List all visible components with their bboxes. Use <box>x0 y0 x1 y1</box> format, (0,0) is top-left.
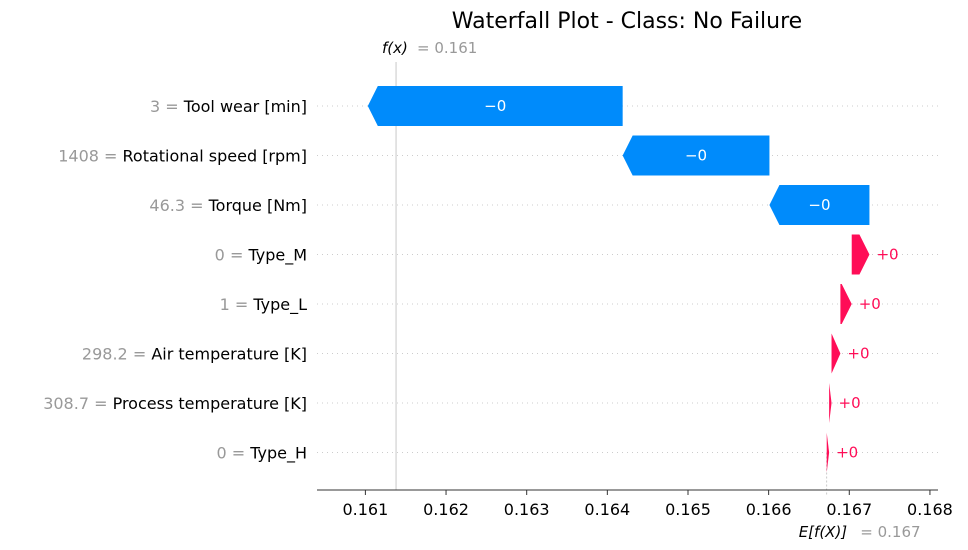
chart-title: Waterfall Plot - Class: No Failure <box>452 9 802 34</box>
feature-value: 298.2 = <box>82 345 151 364</box>
feature-name: Process temperature [K] <box>113 394 307 413</box>
svg-text:f(x) = 0.161: f(x) = 0.161 <box>382 38 477 57</box>
feature-name: Type_H <box>249 444 307 464</box>
x-tick-label: 0.165 <box>665 500 711 519</box>
feature-value: 0 = <box>216 444 250 463</box>
bar-positive <box>840 284 852 324</box>
feature-value: 0 = <box>215 246 249 265</box>
bar-positive <box>829 383 832 423</box>
feature-label: 3 = Tool wear [min] <box>150 97 307 116</box>
feature-label: 308.7 = Process temperature [K] <box>43 394 307 413</box>
feature-labels: 3 = Tool wear [min] 1408 = Rotational spe… <box>43 97 307 464</box>
x-tick-label: 0.167 <box>826 500 872 519</box>
reference-lines <box>395 62 828 496</box>
feature-name: Type_M <box>247 246 307 266</box>
feature-label: 46.3 = Torque [Nm] <box>149 196 307 215</box>
bar-positive <box>826 432 830 473</box>
bar-value-label: +0 <box>839 394 861 412</box>
x-axis: 0.161 0.162 0.163 0.164 0.165 0.166 0.167 0.168 <box>317 489 953 519</box>
bar-positive <box>851 234 870 275</box>
feature-value: 1 = <box>220 295 254 314</box>
x-tick-label: 0.162 <box>423 500 469 519</box>
bar-negative <box>622 135 770 176</box>
fx-annotation: f(x) = 0.161 <box>382 38 477 57</box>
x-tick-label: 0.161 <box>342 500 388 519</box>
feature-label: 0 = Type_H <box>216 444 307 464</box>
x-tick-label: 0.164 <box>584 500 630 519</box>
feature-label: 1408 = Rotational speed [rpm] <box>58 147 307 166</box>
feature-name: Type_L <box>252 295 307 315</box>
bar-value-label: +0 <box>836 444 858 462</box>
feature-label: 0 = Type_M <box>215 246 307 266</box>
bar-value-label: +0 <box>859 295 881 313</box>
feature-name: Rotational speed [rpm] <box>123 147 307 166</box>
bar-value-label: −0 <box>808 196 830 214</box>
feature-value: 308.7 = <box>43 394 112 413</box>
feature-name: Torque [Nm] <box>208 196 307 215</box>
bar-value-label: −0 <box>484 97 506 115</box>
feature-label: 1 = Type_L <box>220 295 308 315</box>
feature-name: Air temperature [K] <box>151 345 307 364</box>
bar-negative <box>367 86 623 126</box>
bar-value-label: +0 <box>847 345 869 363</box>
bar-positive <box>831 333 841 374</box>
svg-text:E[f(X)] = 0.167: E[f(X)] = 0.167 <box>799 522 921 541</box>
fx-value: = 0.161 <box>417 39 477 57</box>
feature-name: Tool wear [min] <box>183 97 307 116</box>
feature-value: 3 = <box>150 97 184 116</box>
feature-label: 298.2 = Air temperature [K] <box>82 345 307 364</box>
bar-negative <box>769 185 870 225</box>
efx-label: E[f(X)] <box>799 523 848 541</box>
x-tick-label: 0.166 <box>746 500 792 519</box>
fx-label: f(x) <box>382 39 408 57</box>
x-tick-label: 0.168 <box>907 500 953 519</box>
x-tick-label: 0.163 <box>504 500 550 519</box>
feature-value: 1408 = <box>58 147 122 166</box>
bar-value-label: −0 <box>685 147 707 165</box>
efx-annotation: E[f(X)] = 0.167 <box>799 522 921 541</box>
feature-value: 46.3 = <box>149 196 208 215</box>
bars: −0 −0 −0 +0 +0 +0 +0 +0 <box>367 86 899 473</box>
bar-value-label: +0 <box>876 246 898 264</box>
efx-value: = 0.167 <box>860 523 920 541</box>
